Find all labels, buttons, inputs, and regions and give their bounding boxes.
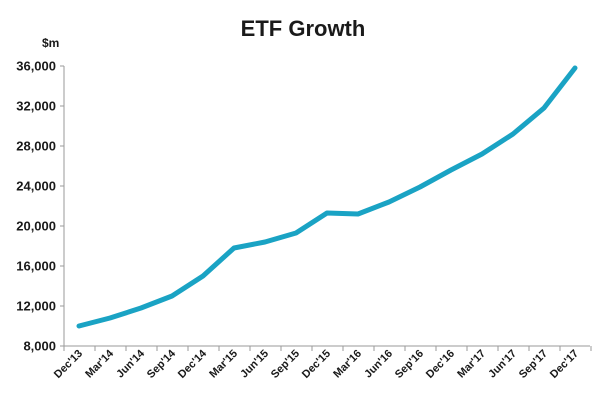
y-tick-label: 8,000 — [23, 339, 56, 354]
y-tick-label: 32,000 — [16, 99, 56, 114]
x-tick-label: Sep'15 — [269, 348, 302, 381]
x-tick-label: Dec'17 — [548, 348, 581, 381]
y-tick-label: 20,000 — [16, 219, 56, 234]
series-line — [76, 65, 578, 329]
y-tick-label: 28,000 — [16, 139, 56, 154]
x-tick-label: Jun'16 — [362, 348, 395, 381]
x-tick-label: Sep'16 — [393, 348, 426, 381]
y-tick-labels: 8,000 12,000 16,000 20,000 24,000 28,000 32,00… — [16, 59, 56, 354]
x-tick-label: Jun'15 — [238, 348, 271, 381]
x-tick-label: Jun'17 — [486, 348, 519, 381]
x-tick-labels: Dec'13Mar'14Jun'14Sep'14Dec'14Mar'15Jun'… — [52, 347, 581, 381]
x-tick-label: Dec'15 — [300, 348, 333, 381]
series-lines — [76, 65, 578, 329]
x-tick-label: Dec'14 — [176, 347, 210, 381]
y-tick-label: 36,000 — [16, 59, 56, 74]
axes — [60, 65, 592, 351]
x-tick-label: Mar'14 — [83, 347, 116, 380]
x-tick-label: Jun'14 — [114, 347, 147, 380]
x-tick-label: Dec'13 — [52, 348, 85, 381]
y-tick-label: 16,000 — [16, 259, 56, 274]
x-tick-label: Mar'17 — [455, 348, 488, 381]
x-tick-label: Mar'15 — [207, 348, 240, 381]
y-axis-unit-label: $m — [42, 36, 59, 50]
chart-title: ETF Growth — [241, 16, 366, 41]
x-tick-label: Mar'16 — [331, 348, 364, 381]
x-tick-label: Dec'16 — [424, 348, 457, 381]
x-tick-label: Sep'17 — [517, 348, 550, 381]
x-tick-label: Sep'14 — [145, 347, 179, 381]
y-tick-label: 24,000 — [16, 179, 56, 194]
y-tick-label: 12,000 — [16, 299, 56, 314]
